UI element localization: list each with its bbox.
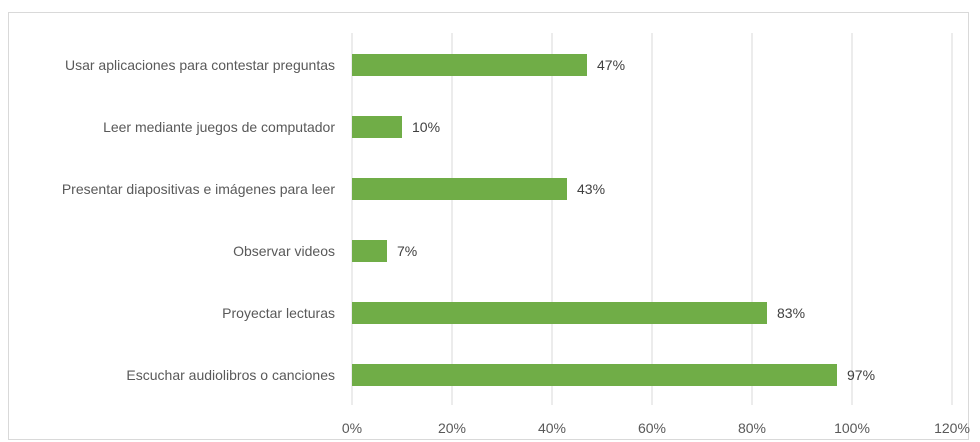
category-labels: Usar aplicaciones para contestar pregunt… [62,57,335,383]
data-label: 7% [397,243,417,259]
category-label: Leer mediante juegos de computador [103,119,335,135]
category-label: Presentar diapositivas e imágenes para l… [62,181,335,197]
gridlines [351,33,953,405]
category-label: Proyectar lecturas [222,305,335,321]
chart-frame [8,12,969,440]
x-tick-label: 80% [738,420,766,436]
data-label: 83% [777,305,805,321]
category-label: Usar aplicaciones para contestar pregunt… [65,57,335,73]
data-label: 10% [412,119,440,135]
data-labels: 47% 10% 43% 7% 83% 97% [397,57,875,383]
bar [352,116,402,138]
x-tick-label: 40% [538,420,566,436]
x-tick-labels: 0% 20% 40% 60% 80% 100% 120% [342,420,970,436]
x-tick-label: 60% [638,420,666,436]
bar [352,302,767,324]
data-label: 47% [597,57,625,73]
bars [352,54,837,386]
bar [352,364,837,386]
bar [352,240,387,262]
x-tick-label: 20% [438,420,466,436]
x-tick-label: 0% [342,420,362,436]
x-tick-label: 100% [834,420,870,436]
bar [352,54,587,76]
x-tick-label: 120% [934,420,970,436]
data-label: 43% [577,181,605,197]
data-label: 97% [847,367,875,383]
category-label: Escuchar audiolibros o canciones [126,367,335,383]
category-label: Observar videos [233,243,335,259]
bar [352,178,567,200]
